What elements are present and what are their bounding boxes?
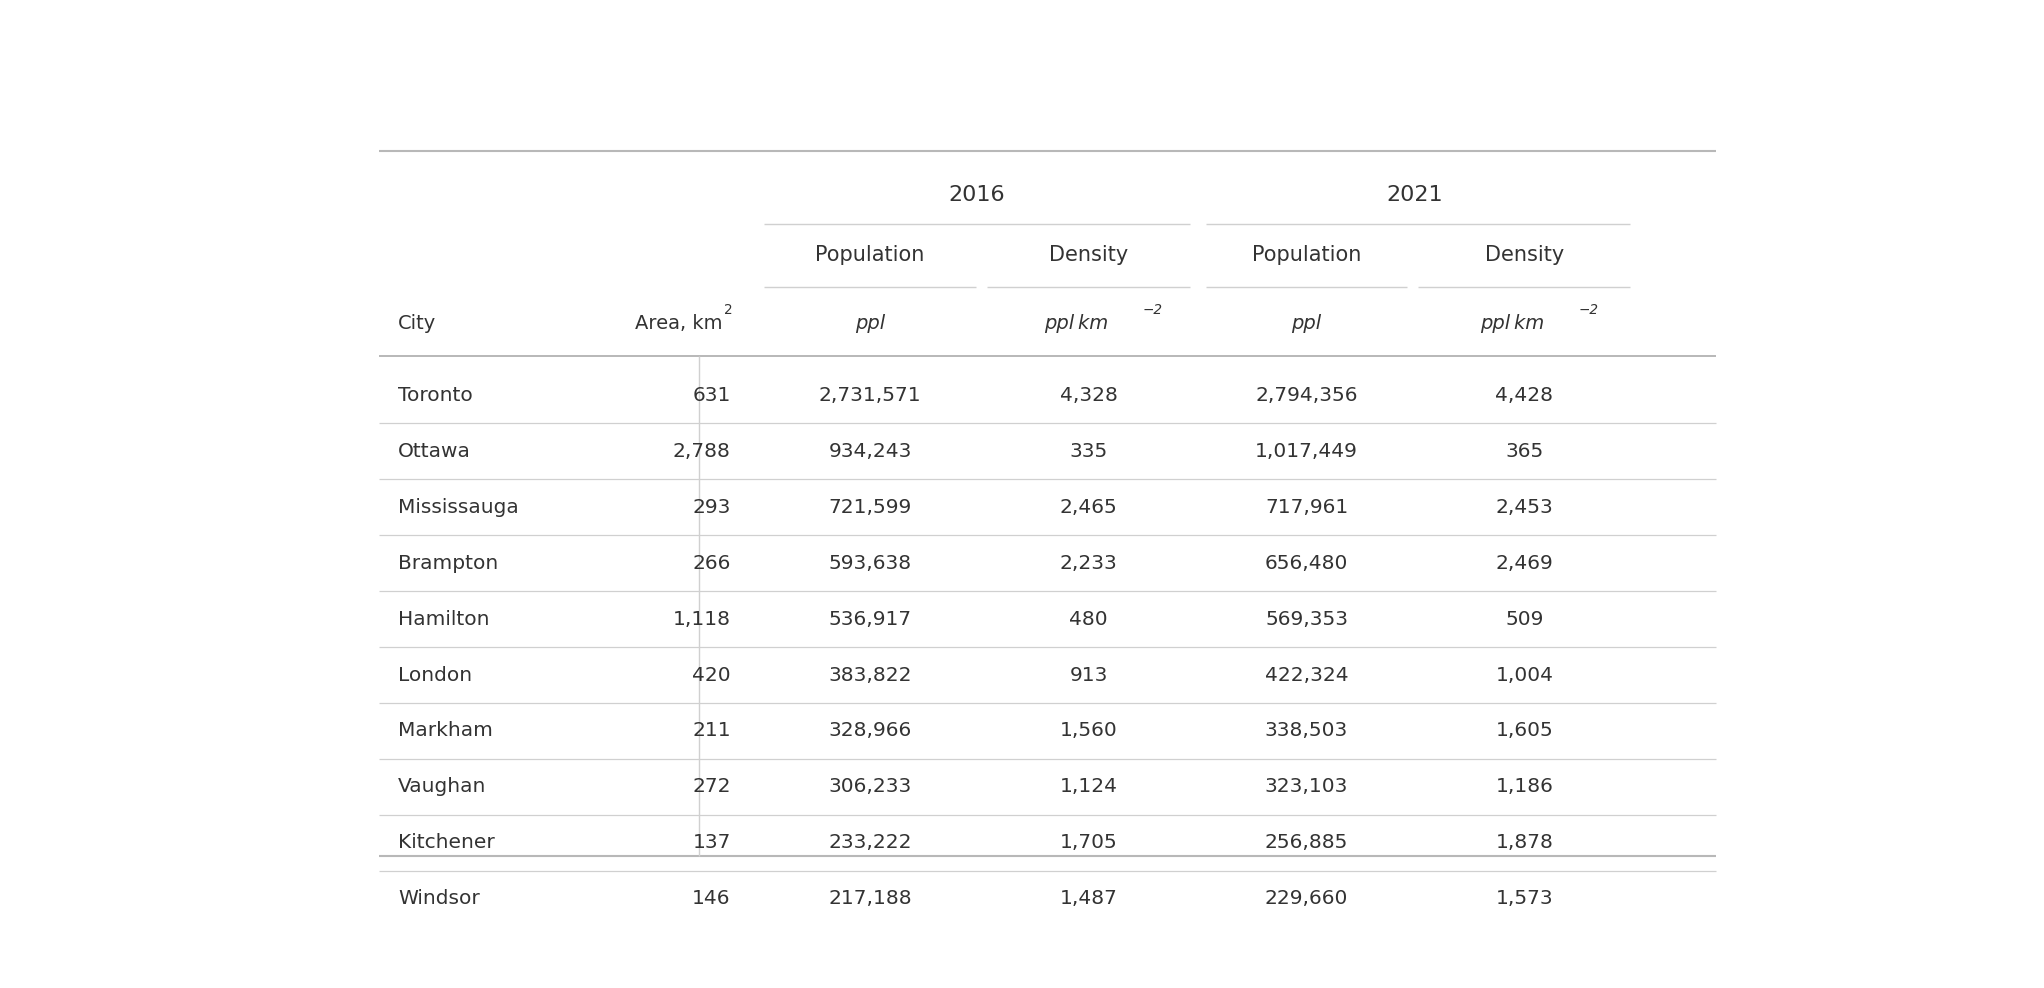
Text: 137: 137	[693, 833, 732, 853]
Text: 1,186: 1,186	[1496, 778, 1553, 796]
Text: 2,453: 2,453	[1496, 498, 1553, 517]
Text: 1,004: 1,004	[1496, 666, 1553, 685]
Text: 721,599: 721,599	[828, 498, 912, 517]
Text: 2016: 2016	[948, 185, 1004, 205]
Text: Hamilton: Hamilton	[399, 610, 491, 628]
Text: Windsor: Windsor	[399, 889, 480, 908]
Text: 420: 420	[693, 666, 732, 685]
Text: 266: 266	[693, 553, 732, 573]
Text: 509: 509	[1504, 610, 1543, 628]
Text: 2,794,356: 2,794,356	[1255, 386, 1357, 405]
Text: 1,487: 1,487	[1059, 889, 1118, 908]
Text: 233,222: 233,222	[828, 833, 912, 853]
Text: ppl: ppl	[854, 314, 885, 334]
Text: Toronto: Toronto	[399, 386, 472, 405]
Text: 631: 631	[693, 386, 732, 405]
Text: Density: Density	[1049, 245, 1128, 266]
Text: London: London	[399, 666, 472, 685]
Text: 1,878: 1,878	[1496, 833, 1553, 853]
Text: 1,573: 1,573	[1496, 889, 1553, 908]
Text: 2,465: 2,465	[1061, 498, 1118, 517]
Text: City: City	[399, 314, 435, 334]
Text: 934,243: 934,243	[828, 442, 912, 460]
Text: 2,233: 2,233	[1061, 553, 1118, 573]
Text: 323,103: 323,103	[1265, 778, 1349, 796]
Text: 569,353: 569,353	[1265, 610, 1349, 628]
Text: 229,660: 229,660	[1265, 889, 1349, 908]
Text: Area, km: Area, km	[636, 314, 724, 334]
Text: 1,118: 1,118	[672, 610, 732, 628]
Text: 1,560: 1,560	[1061, 721, 1118, 740]
Text: 365: 365	[1504, 442, 1543, 460]
Text: 1,124: 1,124	[1059, 778, 1118, 796]
Text: Kitchener: Kitchener	[399, 833, 495, 853]
Text: 338,503: 338,503	[1265, 721, 1349, 740]
Text: 593,638: 593,638	[828, 553, 912, 573]
Text: 293: 293	[693, 498, 732, 517]
Text: 2: 2	[724, 303, 734, 317]
Text: 480: 480	[1069, 610, 1108, 628]
Text: 335: 335	[1069, 442, 1108, 460]
Text: 536,917: 536,917	[828, 610, 912, 628]
Text: Density: Density	[1484, 245, 1564, 266]
Text: 1,605: 1,605	[1496, 721, 1553, 740]
Text: 146: 146	[693, 889, 732, 908]
Text: 383,822: 383,822	[828, 666, 912, 685]
Text: Markham: Markham	[399, 721, 493, 740]
Text: ppl km: ppl km	[1044, 314, 1108, 334]
Text: 306,233: 306,233	[828, 778, 912, 796]
Text: ppl km: ppl km	[1480, 314, 1543, 334]
Text: 2,469: 2,469	[1496, 553, 1553, 573]
Text: Population: Population	[816, 245, 924, 266]
Text: 656,480: 656,480	[1265, 553, 1349, 573]
Text: ppl: ppl	[1292, 314, 1322, 334]
Text: 4,428: 4,428	[1496, 386, 1553, 405]
Text: Brampton: Brampton	[399, 553, 499, 573]
Text: Population: Population	[1251, 245, 1361, 266]
Text: 2,731,571: 2,731,571	[820, 386, 922, 405]
Text: 328,966: 328,966	[828, 721, 912, 740]
Text: 2021: 2021	[1386, 185, 1443, 205]
Text: −2: −2	[1578, 303, 1598, 317]
Text: 211: 211	[693, 721, 732, 740]
Text: Vaughan: Vaughan	[399, 778, 486, 796]
Text: 2,788: 2,788	[672, 442, 732, 460]
Text: 913: 913	[1069, 666, 1108, 685]
Text: 1,017,449: 1,017,449	[1255, 442, 1357, 460]
Text: 1,705: 1,705	[1061, 833, 1118, 853]
Text: 256,885: 256,885	[1265, 833, 1349, 853]
Text: 4,328: 4,328	[1059, 386, 1118, 405]
Text: Mississauga: Mississauga	[399, 498, 519, 517]
Text: 217,188: 217,188	[828, 889, 912, 908]
Text: 422,324: 422,324	[1265, 666, 1349, 685]
Text: Ottawa: Ottawa	[399, 442, 470, 460]
Text: 272: 272	[693, 778, 732, 796]
Text: 717,961: 717,961	[1265, 498, 1349, 517]
Text: −2: −2	[1143, 303, 1163, 317]
